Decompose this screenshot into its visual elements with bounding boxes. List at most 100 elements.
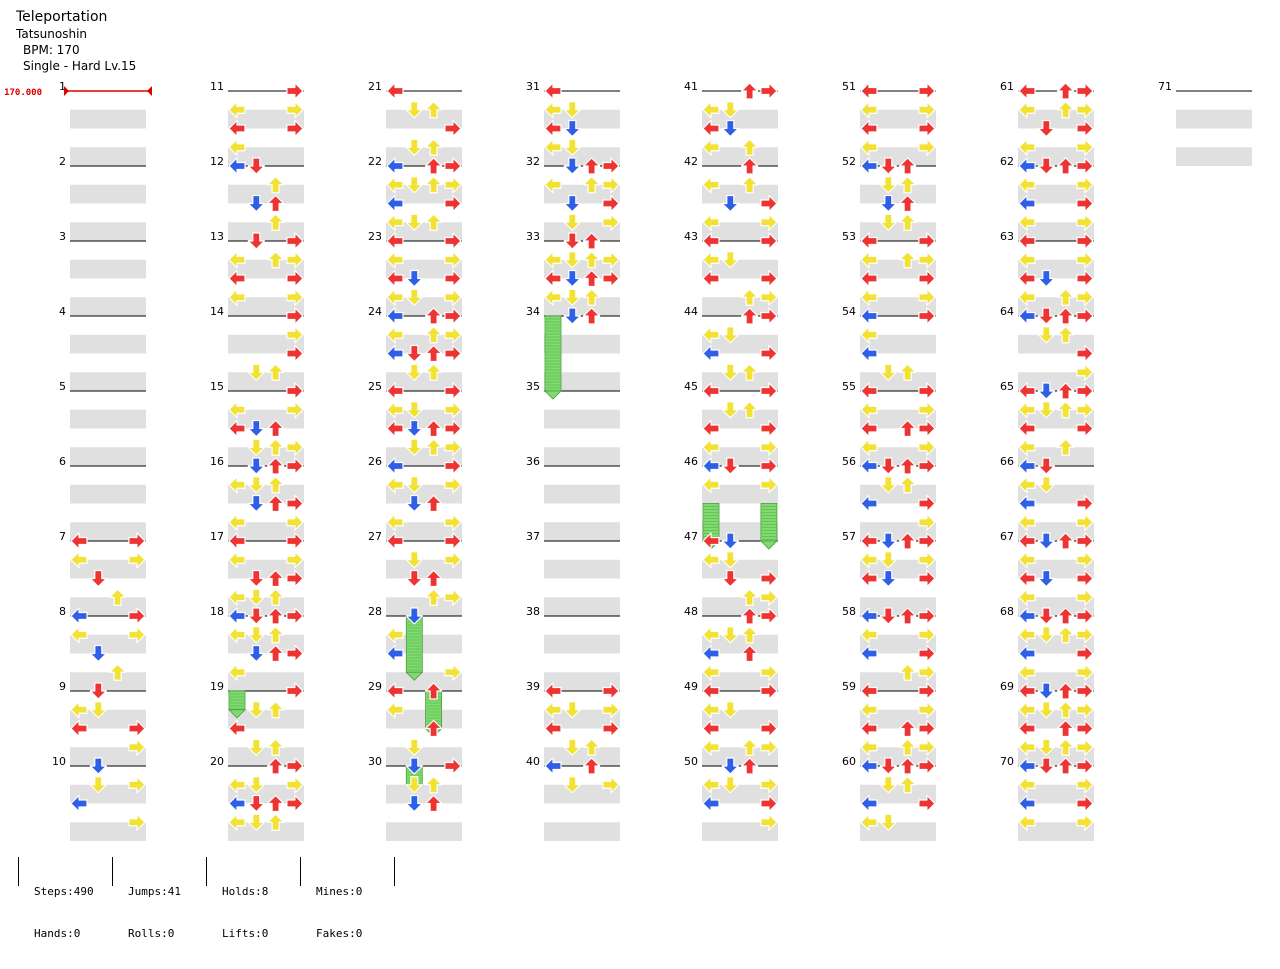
up-arrow-icon xyxy=(1056,682,1075,700)
left-arrow-icon xyxy=(386,513,404,531)
beat-stripe xyxy=(1018,184,1094,204)
down-arrow-icon xyxy=(405,101,423,119)
beat-stripe xyxy=(702,297,778,316)
beat-stripe xyxy=(386,672,462,691)
hold-tail xyxy=(228,709,246,719)
measure-number: 52 xyxy=(842,155,856,168)
beat-stripe xyxy=(228,484,304,504)
stats-separator xyxy=(300,857,301,886)
bpm-marker: 170.000 xyxy=(4,86,152,98)
beat-stripe xyxy=(544,409,620,429)
beat-stripe xyxy=(1018,334,1094,354)
beat-stripe xyxy=(386,334,462,354)
right-arrow-icon xyxy=(1076,176,1094,194)
down-arrow-icon xyxy=(1037,738,1055,756)
right-arrow-icon xyxy=(760,344,778,363)
left-arrow-icon xyxy=(702,719,720,738)
right-arrow-icon xyxy=(128,607,146,625)
beat-stripe xyxy=(702,222,778,241)
left-arrow-icon xyxy=(544,82,562,100)
left-arrow-icon xyxy=(1018,776,1036,794)
beat-stripe xyxy=(70,784,146,804)
down-arrow-icon xyxy=(405,176,423,194)
left-arrow-icon xyxy=(228,157,246,175)
beat-stripe xyxy=(702,822,778,841)
measure-number: 55 xyxy=(842,380,856,393)
measure-20: 20 xyxy=(210,755,304,841)
beat-stripe xyxy=(702,447,778,466)
measure-number: 51 xyxy=(842,80,856,93)
hold-body xyxy=(760,503,778,542)
right-arrow-icon xyxy=(444,119,462,138)
stat-rolls: Rolls:0 xyxy=(128,927,175,940)
beat-stripe xyxy=(228,822,304,841)
beat-stripe xyxy=(228,297,304,316)
left-arrow-icon xyxy=(1018,176,1036,194)
right-arrow-icon xyxy=(128,551,146,569)
left-arrow-icon xyxy=(70,701,88,719)
right-arrow-icon xyxy=(760,476,778,494)
right-arrow-icon xyxy=(918,401,936,419)
up-arrow-icon xyxy=(1056,626,1075,644)
down-arrow-icon xyxy=(721,757,739,775)
down-arrow-icon xyxy=(563,251,581,269)
right-arrow-icon xyxy=(760,382,778,400)
left-arrow-icon xyxy=(386,457,404,475)
right-arrow-icon xyxy=(1076,532,1094,550)
right-arrow-icon xyxy=(918,438,936,456)
left-arrow-icon xyxy=(860,757,878,775)
measure-number: 4 xyxy=(59,305,66,318)
up-arrow-icon xyxy=(267,194,285,213)
beat-stripe xyxy=(1018,297,1094,316)
beat-stripe xyxy=(386,297,462,316)
hold-note xyxy=(228,690,246,719)
up-arrow-icon xyxy=(898,157,917,175)
up-arrow-icon xyxy=(267,701,285,719)
beat-stripe xyxy=(702,409,778,429)
left-arrow-icon xyxy=(1018,757,1036,775)
left-arrow-icon xyxy=(544,288,562,306)
down-arrow-icon xyxy=(721,532,739,550)
beat-stripe xyxy=(228,372,304,391)
right-arrow-icon xyxy=(602,682,620,700)
right-arrow-icon xyxy=(918,119,936,138)
up-arrow-icon xyxy=(898,176,917,194)
measure-24: 24 xyxy=(368,305,462,391)
left-arrow-icon xyxy=(702,738,720,756)
measure-number: 3 xyxy=(59,230,66,243)
left-arrow-icon xyxy=(70,626,88,644)
left-arrow-icon xyxy=(860,438,878,456)
right-arrow-icon xyxy=(918,719,936,738)
left-arrow-icon xyxy=(860,419,878,438)
down-arrow-icon xyxy=(247,494,265,513)
measure-number: 48 xyxy=(684,605,698,618)
left-arrow-icon xyxy=(228,476,246,494)
beat-stripe xyxy=(860,297,936,316)
measure-number: 37 xyxy=(526,530,540,543)
up-arrow-icon xyxy=(740,644,759,663)
down-arrow-icon xyxy=(247,644,265,663)
hold-tail xyxy=(759,540,778,550)
measure-number: 17 xyxy=(210,530,224,543)
measure-number: 32 xyxy=(526,155,540,168)
measure-number: 12 xyxy=(210,155,224,168)
measure-number: 65 xyxy=(1000,380,1014,393)
right-arrow-icon xyxy=(444,419,462,438)
beat-stripe xyxy=(860,409,936,429)
measure-number: 26 xyxy=(368,455,382,468)
beat-stripe xyxy=(702,672,778,691)
down-arrow-icon xyxy=(1037,457,1055,475)
down-arrow-icon xyxy=(879,607,897,625)
left-arrow-icon xyxy=(544,251,562,269)
measure-number: 49 xyxy=(684,680,698,693)
measure-number: 56 xyxy=(842,455,856,468)
measure-6: 6 xyxy=(59,455,146,541)
down-arrow-icon xyxy=(563,307,581,325)
measure-10: 10 xyxy=(52,755,146,841)
beat-stripe xyxy=(544,747,620,766)
left-arrow-icon xyxy=(860,382,878,400)
stat-holds: Holds:8 xyxy=(222,885,269,898)
beat-stripe xyxy=(70,409,146,429)
left-arrow-icon xyxy=(860,344,878,363)
beat-stripe xyxy=(702,597,778,616)
